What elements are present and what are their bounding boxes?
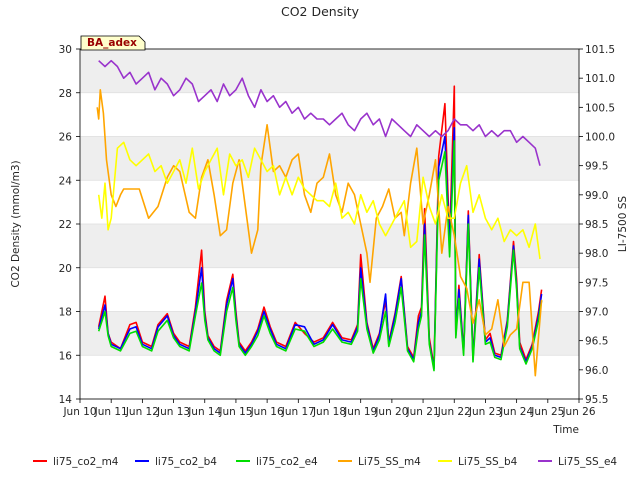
y-tick-label: 14 — [59, 394, 73, 406]
y2-tick-label: 99.0 — [585, 190, 608, 202]
y-axis-right: 95.5 96.0 96.5 97.0 97.5 98.0 98.5 99.0 99.5 100.… — [579, 44, 615, 406]
y2-tick-label: 97.0 — [585, 307, 608, 319]
legend: li75_co2_m4 li75_co2_b4 li75_co2_e4 Li75_SS… — [33, 456, 617, 468]
y-tick-label: 24 — [59, 175, 73, 187]
x-tick-label: Jun 12 — [125, 406, 159, 418]
x-tick-label: Jun 16 — [250, 406, 284, 418]
legend-item-Li75_SS_b4: Li75_SS_b4 — [438, 456, 518, 468]
y-tick-label: 26 — [59, 132, 73, 144]
x-tick-label: Jun 26 — [561, 406, 595, 418]
y-tick-label: 16 — [59, 350, 73, 362]
y2-tick-label: 95.5 — [585, 394, 608, 406]
y-tick-label: 30 — [59, 44, 72, 56]
x-tick-label: Jun 19 — [343, 406, 377, 418]
background-band — [80, 224, 579, 268]
legend-item-li75_co2_m4: li75_co2_m4 — [33, 456, 119, 468]
legend-label: li75_co2_m4 — [53, 456, 119, 468]
legend-label: Li75_SS_b4 — [458, 456, 518, 468]
x-tick-label: Jun 21 — [406, 406, 440, 418]
y2-tick-label: 101.0 — [585, 73, 615, 85]
y-tick-label: 22 — [59, 219, 72, 231]
x-tick-label: Jun 14 — [187, 406, 221, 418]
x-tick-label: Jun 17 — [281, 406, 315, 418]
legend-label: li75_co2_e4 — [256, 456, 318, 468]
y2-tick-label: 100.5 — [585, 102, 615, 114]
y-axis-title: CO2 Density (mmol/m3) — [10, 160, 22, 287]
y2-tick-label: 96.5 — [585, 336, 608, 348]
legend-item-li75_co2_e4: li75_co2_e4 — [236, 456, 318, 468]
series-line-li75_co2_e4 — [97, 140, 543, 372]
chart-title: CO2 Density — [281, 4, 360, 19]
series-line-Li75_SS_b4 — [97, 141, 541, 260]
y-tick-label: 20 — [59, 263, 72, 275]
site-label-box: BA_adex — [80, 35, 146, 51]
x-tick-label: Jun 23 — [468, 406, 502, 418]
y2-tick-label: 101.5 — [585, 44, 615, 56]
x-tick-label: Jun 11 — [94, 406, 128, 418]
background-band — [80, 49, 579, 93]
y2-tick-label: 99.5 — [585, 161, 608, 173]
x-tick-label: Jun 13 — [156, 406, 190, 418]
y-tick-label: 18 — [59, 307, 72, 319]
legend-label: Li75_SS_m4 — [358, 456, 421, 468]
y2-axis-title: LI-7500 SS — [617, 196, 629, 252]
y-axis-left: 14 16 18 20 22 24 26 28 30 — [59, 44, 80, 406]
legend-item-li75_co2_b4: li75_co2_b4 — [135, 456, 217, 468]
y2-tick-label: 100.0 — [585, 132, 615, 144]
background-bands — [80, 49, 579, 356]
site-label: BA_adex — [87, 37, 137, 49]
legend-label: Li75_SS_e4 — [558, 456, 617, 468]
y2-tick-label: 98.5 — [585, 219, 608, 231]
legend-label: li75_co2_b4 — [155, 456, 217, 468]
y2-tick-label: 97.5 — [585, 277, 608, 289]
series-layer — [96, 59, 543, 377]
x-tick-label: Jun 18 — [312, 406, 346, 418]
series-line-Li75_SS_m4 — [96, 89, 543, 377]
x-axis-title: Time — [552, 424, 579, 436]
x-tick-label: Jun 22 — [437, 406, 471, 418]
grid-lines — [80, 48, 579, 400]
y2-tick-label: 98.0 — [585, 248, 608, 260]
x-tick-label: Jun 24 — [499, 406, 533, 418]
x-tick-label: Jun 15 — [218, 406, 252, 418]
x-tick-label: Jun 25 — [530, 406, 564, 418]
y2-tick-label: 96.0 — [585, 365, 608, 377]
legend-item-Li75_SS_m4: Li75_SS_m4 — [338, 456, 421, 468]
series-line-Li75_SS_e4 — [98, 59, 541, 166]
x-tick-label: Jun 20 — [374, 406, 408, 418]
y-tick-label: 28 — [59, 88, 72, 100]
x-tick-label: Jun 10 — [62, 406, 96, 418]
legend-item-Li75_SS_e4: Li75_SS_e4 — [538, 456, 617, 468]
